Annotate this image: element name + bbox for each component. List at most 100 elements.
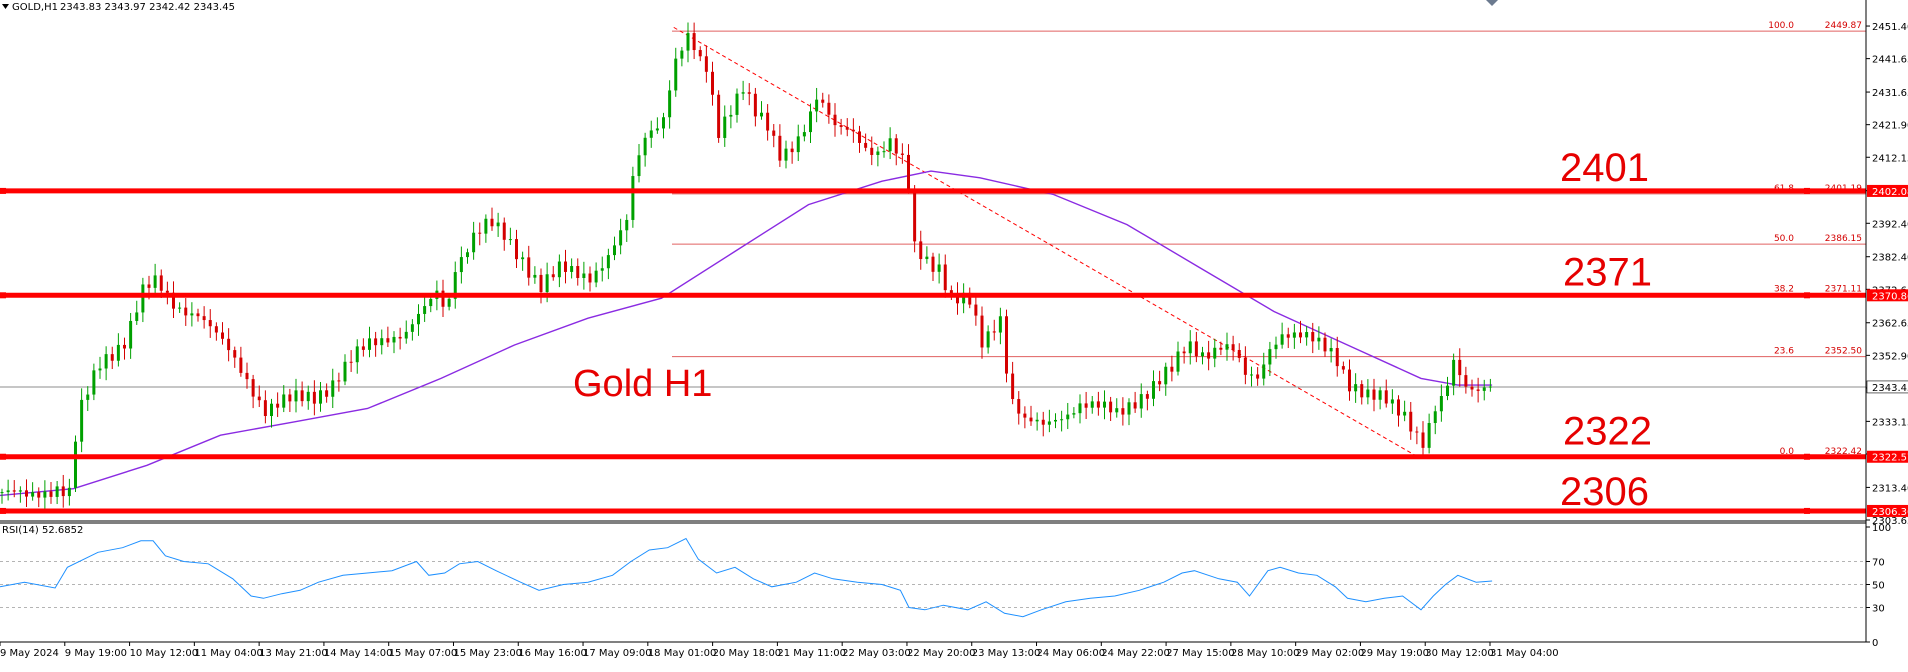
- candle-body: [184, 307, 188, 316]
- candle-body: [1286, 334, 1290, 338]
- price-tick-label: 2451.40: [1872, 22, 1908, 33]
- candle-body: [233, 350, 237, 358]
- candle-body: [31, 492, 35, 497]
- level-handle-right[interactable]: [1804, 507, 1810, 514]
- candle-body: [864, 142, 868, 148]
- candle-body: [1182, 351, 1186, 354]
- candle-body: [992, 331, 996, 333]
- candle-body: [404, 331, 408, 339]
- scroll-marker[interactable]: [1486, 0, 1498, 6]
- candle-body: [1421, 432, 1425, 448]
- price-tick-label: 2441.65: [1872, 55, 1908, 66]
- candle-body: [1470, 386, 1474, 390]
- candle-body: [876, 151, 880, 155]
- candle-body: [662, 117, 665, 129]
- candle-body: [92, 370, 96, 395]
- time-tick-label: 29 May 19:00: [1360, 648, 1429, 659]
- candle-body: [1066, 414, 1070, 420]
- rsi-header: RSI(14) 52.6852: [2, 525, 83, 536]
- candle-body: [1213, 347, 1217, 359]
- candle-body: [668, 90, 672, 118]
- candle-body: [270, 403, 273, 417]
- candle-body: [815, 99, 819, 112]
- candle-body: [1378, 390, 1382, 400]
- candle-body: [1176, 351, 1180, 372]
- chart-title: Gold H1: [573, 363, 712, 405]
- time-tick-label: 9 May 19:00: [65, 648, 127, 659]
- fib-ratio-label: 0.0: [1780, 447, 1795, 457]
- symbol-dropdown-icon[interactable]: [2, 4, 9, 9]
- candle-body: [753, 93, 757, 117]
- candle-body: [1354, 384, 1358, 392]
- candle-body: [355, 346, 359, 363]
- price-tick-label: 2313.40: [1872, 483, 1908, 494]
- candle-body: [527, 257, 531, 278]
- candle-body: [110, 354, 114, 361]
- candle-body: [349, 361, 353, 363]
- level-price-tag: [1867, 450, 1908, 463]
- candle-body: [827, 102, 831, 115]
- fib-price-label: 2386.15: [1825, 234, 1862, 244]
- candle-body: [1372, 389, 1376, 400]
- candle-body: [809, 111, 812, 133]
- candle-body: [1397, 399, 1400, 416]
- candle-body: [680, 50, 684, 59]
- level-handle-right[interactable]: [1804, 187, 1810, 194]
- candle-body: [196, 313, 200, 317]
- candle-body: [613, 245, 616, 256]
- candle-body: [263, 400, 267, 417]
- candle-body: [1011, 373, 1015, 400]
- rsi-tick-label: 30: [1872, 604, 1885, 615]
- candle-body: [374, 338, 378, 346]
- time-tick-label: 23 May 13:00: [972, 648, 1041, 659]
- time-tick-label: 30 May 12:00: [1425, 648, 1494, 659]
- candle-body: [1329, 348, 1333, 352]
- candle-body: [319, 390, 322, 404]
- level-handle-right[interactable]: [1804, 292, 1810, 299]
- candle-body: [735, 93, 739, 115]
- level-handle-left[interactable]: [0, 507, 6, 514]
- candle-body: [490, 218, 494, 227]
- candle-body: [1152, 381, 1155, 399]
- candle-body: [1384, 390, 1388, 404]
- level-handle-right[interactable]: [1804, 453, 1810, 460]
- candle-body: [1207, 352, 1211, 359]
- level-price-tag-label: 2402.08: [1872, 187, 1908, 198]
- candle-body: [1225, 344, 1229, 350]
- candle-body: [245, 372, 249, 380]
- candle-body: [1005, 316, 1008, 374]
- level-big-label: 2401: [1560, 146, 1649, 190]
- candle-body: [1458, 359, 1462, 376]
- current-price-label: 2343.45: [1872, 383, 1908, 394]
- candle-body: [190, 313, 194, 316]
- fib-price-label: 2371.11: [1825, 284, 1862, 294]
- chart-shift-marker-icon[interactable]: [1486, 0, 1498, 6]
- level-big-label: 2322: [1563, 410, 1652, 454]
- candle-body: [729, 114, 733, 117]
- candle-body: [845, 126, 849, 130]
- fib-trendline[interactable]: [673, 26, 1422, 460]
- candle-body: [1072, 413, 1076, 415]
- level-handle-left[interactable]: [0, 292, 6, 299]
- candle-body: [178, 307, 182, 309]
- candle-body: [484, 218, 488, 234]
- level-price-tag-label: 2306.36: [1872, 507, 1908, 518]
- price-tick-label: 2333.15: [1872, 417, 1908, 428]
- candle-body: [1047, 421, 1051, 425]
- candle-body: [398, 336, 402, 339]
- rsi-line: [0, 537, 1493, 618]
- candle-body: [692, 33, 696, 51]
- level-handle-left[interactable]: [0, 453, 6, 460]
- candle-body: [1323, 337, 1327, 352]
- rsi-tick-label: 0: [1872, 638, 1878, 649]
- candle-body: [1158, 381, 1162, 385]
- candle-body: [1054, 419, 1057, 422]
- candle-body: [1311, 332, 1315, 342]
- candle-body: [459, 257, 463, 273]
- candle-body: [1164, 366, 1168, 385]
- level-handle-left[interactable]: [0, 187, 6, 194]
- candle-body: [1415, 431, 1419, 433]
- candle-body: [674, 58, 678, 91]
- candle-body: [214, 326, 218, 333]
- candle-body: [1090, 401, 1094, 408]
